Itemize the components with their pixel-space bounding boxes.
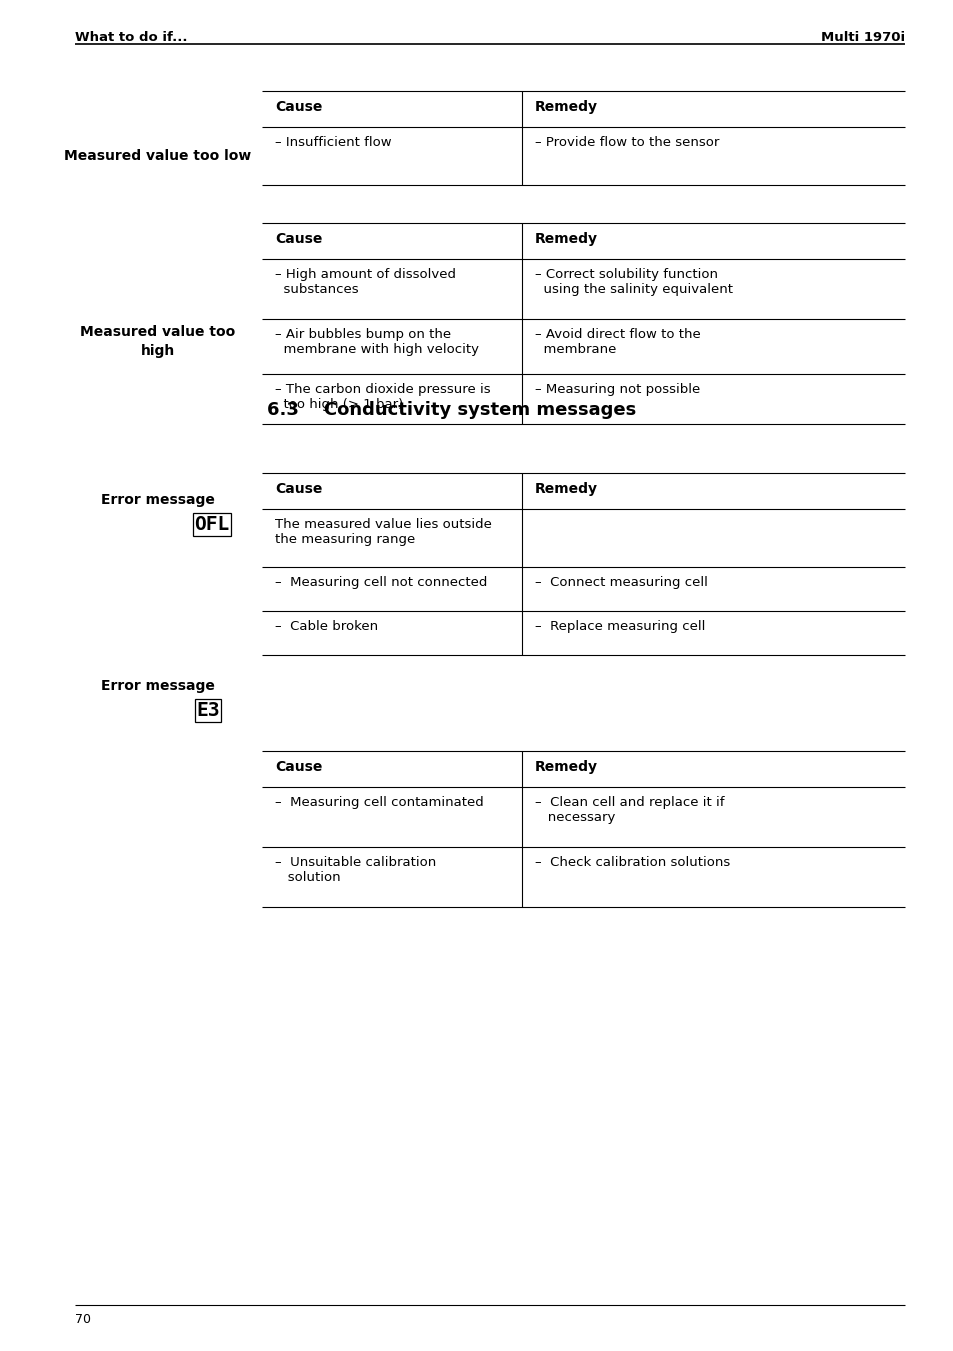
- Text: – Air bubbles bump on the
  membrane with high velocity: – Air bubbles bump on the membrane with …: [274, 328, 478, 357]
- Text: –  Connect measuring cell: – Connect measuring cell: [535, 576, 707, 589]
- Text: Error message: Error message: [101, 680, 214, 693]
- Text: Error message: Error message: [101, 493, 214, 507]
- Text: Cause: Cause: [274, 232, 322, 246]
- Text: 70: 70: [75, 1313, 91, 1325]
- Text: – Provide flow to the sensor: – Provide flow to the sensor: [535, 136, 719, 149]
- Text: – Insufficient flow: – Insufficient flow: [274, 136, 392, 149]
- Text: E3: E3: [196, 701, 219, 720]
- Text: OFL: OFL: [194, 515, 230, 534]
- Text: –  Check calibration solutions: – Check calibration solutions: [535, 857, 729, 869]
- Text: Measured value too: Measured value too: [80, 324, 235, 339]
- Text: 6.3    Conductivity system messages: 6.3 Conductivity system messages: [267, 401, 636, 419]
- Text: –  Measuring cell contaminated: – Measuring cell contaminated: [274, 796, 483, 809]
- Text: The measured value lies outside
the measuring range: The measured value lies outside the meas…: [274, 517, 492, 546]
- Text: –  Measuring cell not connected: – Measuring cell not connected: [274, 576, 487, 589]
- Text: –  Cable broken: – Cable broken: [274, 620, 377, 634]
- Text: high: high: [141, 345, 175, 358]
- Text: Cause: Cause: [274, 482, 322, 496]
- Text: Remedy: Remedy: [535, 482, 598, 496]
- Text: Remedy: Remedy: [535, 232, 598, 246]
- Text: – The carbon dioxide pressure is
  too high (> 1 bar): – The carbon dioxide pressure is too hig…: [274, 382, 490, 411]
- Text: –  Unsuitable calibration
   solution: – Unsuitable calibration solution: [274, 857, 436, 884]
- Text: Cause: Cause: [274, 761, 322, 774]
- Text: – Avoid direct flow to the
  membrane: – Avoid direct flow to the membrane: [535, 328, 700, 357]
- Text: Remedy: Remedy: [535, 761, 598, 774]
- Text: Multi 1970i: Multi 1970i: [820, 31, 904, 45]
- Text: – Measuring not possible: – Measuring not possible: [535, 382, 700, 396]
- Text: Cause: Cause: [274, 100, 322, 113]
- Text: –  Clean cell and replace it if
   necessary: – Clean cell and replace it if necessary: [535, 796, 723, 824]
- Text: Measured value too low: Measured value too low: [64, 149, 252, 163]
- Text: –  Replace measuring cell: – Replace measuring cell: [535, 620, 704, 634]
- Text: – Correct solubility function
  using the salinity equivalent: – Correct solubility function using the …: [535, 267, 732, 296]
- Text: Remedy: Remedy: [535, 100, 598, 113]
- Text: – High amount of dissolved
  substances: – High amount of dissolved substances: [274, 267, 456, 296]
- Text: What to do if...: What to do if...: [75, 31, 188, 45]
